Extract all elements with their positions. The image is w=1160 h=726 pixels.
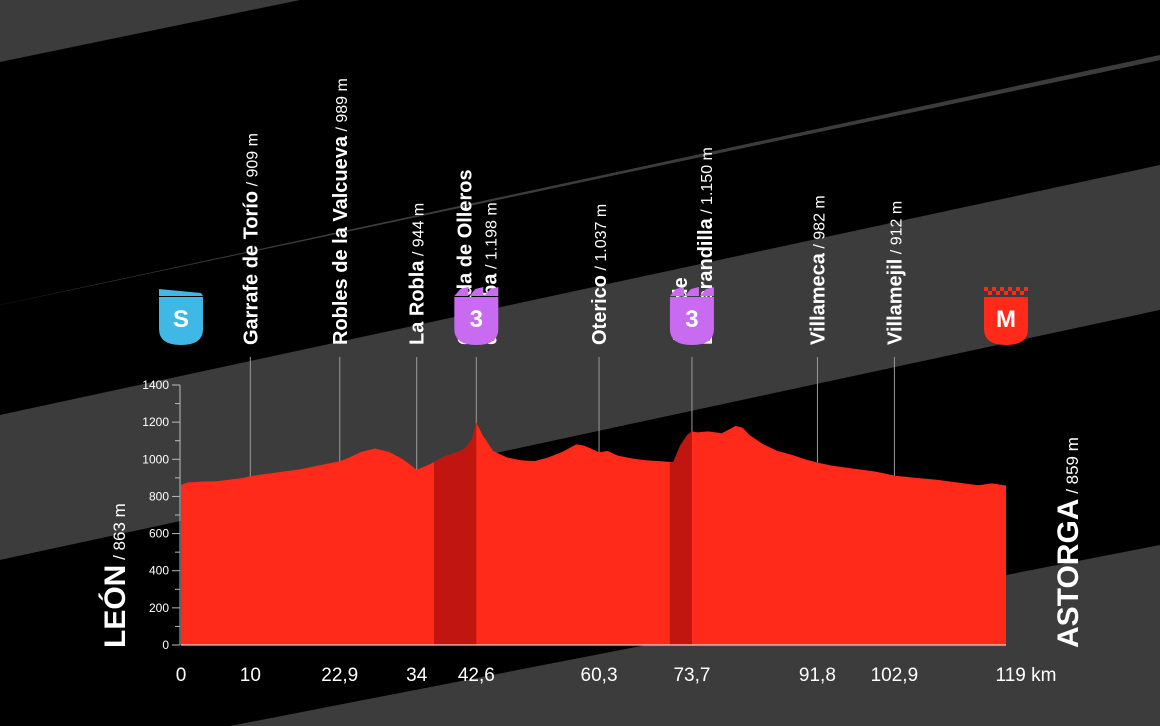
- y-axis: 0 200 400 600 800 1000 1200 1400: [142, 378, 181, 652]
- y-tick-label: 400: [149, 564, 169, 578]
- climb-shade: [434, 422, 477, 645]
- y-tick-label: 600: [149, 527, 169, 541]
- start-name: LEÓN: [98, 565, 132, 648]
- start-altitude: / 863 m: [110, 503, 129, 564]
- badge-checker: [1004, 291, 1008, 295]
- waypoint-label: Villameca / 982 m: [807, 195, 829, 345]
- badge-label: 3: [470, 306, 483, 333]
- x-tick-label: 60,3: [581, 665, 618, 686]
- y-tick-label: 1000: [142, 452, 169, 466]
- badge-peak: [469, 287, 484, 296]
- climb-shade: [669, 422, 692, 645]
- climb-badge: 3: [669, 287, 714, 345]
- y-tick-label: 800: [149, 489, 169, 503]
- x-axis-labels: 0 10 22,9 34 42,6 60,3 73,7 91,8 102,9 119 km: [176, 665, 1057, 686]
- endpoint-labels: LEÓN / 863 m ASTORGA / 859 m: [98, 437, 1085, 648]
- waypoint-name: Villamejil: [884, 259, 906, 345]
- waypoint-label: La Robla / 944 m: [407, 203, 429, 345]
- waypoint-altitude: / 944 m: [411, 203, 428, 261]
- start-badge: S: [159, 289, 203, 345]
- profile-area: [181, 422, 1006, 645]
- badge-checker: [984, 287, 988, 291]
- badge-checker: [1016, 287, 1020, 291]
- waypoint-text: Villameca / 982 m: [807, 195, 829, 345]
- waypoint-label: Oterico / 1.037 m: [589, 204, 611, 345]
- finish-name: ASTORGA: [1052, 499, 1085, 648]
- badge-checker: [1020, 291, 1024, 295]
- climb-shades: [434, 422, 692, 645]
- x-tick-label: 73,7: [673, 665, 710, 686]
- badge-peak: [699, 287, 714, 296]
- badge-shield: [669, 297, 714, 345]
- y-tick-label: 1400: [142, 378, 169, 392]
- bg-band-black-top: [0, 0, 1160, 305]
- waypoint-name: Robles de la Valcueva: [330, 135, 352, 345]
- waypoint-text: Villamejil / 912 m: [884, 201, 906, 345]
- badge-peak: [669, 287, 684, 296]
- x-tick-label: 10: [240, 665, 261, 686]
- badge-checker: [996, 291, 1000, 295]
- x-tick-label: 42,6: [458, 665, 495, 686]
- waypoint-label: Garrafe de Torío / 909 m: [240, 133, 262, 345]
- badge-shield: [454, 297, 499, 345]
- badge-checker: [1008, 287, 1012, 291]
- badge-checker: [1024, 287, 1028, 291]
- bg-band-black: [0, 60, 1160, 415]
- bg-band-lower: [0, 165, 1160, 560]
- x-tick-label: 0: [176, 665, 187, 686]
- waypoint-text: La Robla / 944 m: [407, 203, 429, 345]
- waypoint-altitude: / 982 m: [811, 195, 828, 253]
- waypoint-name: Oterico: [589, 275, 611, 345]
- badge-checker: [1012, 291, 1016, 295]
- badge-shield: [984, 297, 1028, 345]
- waypoint-label: Villamejil / 912 m: [884, 201, 906, 345]
- waypoint-text: Garrafe de Torío / 909 m: [240, 133, 262, 345]
- waypoint-altitude: / 1.037 m: [593, 204, 610, 275]
- x-tick-label: 91,8: [799, 665, 836, 686]
- elevation-profile: [181, 422, 1006, 646]
- badge-peak: [684, 287, 699, 296]
- badge-checker: [988, 291, 992, 295]
- badge-checker: [992, 287, 996, 291]
- waypoint-text: Robles de la Valcueva / 989 m: [330, 78, 352, 345]
- badge-peak: [454, 287, 469, 296]
- badge-label: S: [173, 306, 189, 333]
- y-tick-label: 1200: [142, 415, 169, 429]
- waypoint-altitude: / 1.198 m: [483, 202, 500, 273]
- climb-badge: 3: [454, 287, 499, 345]
- waypoint-altitude: / 989 m: [334, 78, 351, 136]
- badges: S 3 3 M: [159, 287, 1028, 345]
- x-tick-label: 102,9: [871, 665, 919, 686]
- badge-label: 3: [685, 306, 698, 333]
- waypoint-name: Villameca: [807, 252, 829, 345]
- waypoint-name: Garrafe de Torío: [240, 191, 262, 345]
- x-tick-label: 34: [406, 665, 428, 686]
- badge-flag: [159, 289, 203, 296]
- start-label: LEÓN / 863 m: [98, 503, 132, 648]
- waypoint-text: Oterico / 1.037 m: [589, 204, 611, 345]
- y-tick-label: 200: [149, 601, 169, 615]
- waypoint-altitude: / 912 m: [888, 201, 905, 259]
- waypoint-altitude: / 1.150 m: [699, 147, 716, 218]
- badge-peak: [484, 287, 499, 296]
- waypoint-label: Robles de la Valcueva / 989 m: [330, 78, 352, 345]
- badge-checker: [1000, 287, 1004, 291]
- x-tick-label: 119 km: [996, 665, 1057, 686]
- waypoint-altitude: / 909 m: [244, 133, 261, 191]
- y-tick-label: 0: [162, 638, 169, 652]
- badge-label: M: [996, 306, 1016, 333]
- finish-badge: M: [984, 287, 1028, 345]
- badge-shield: [159, 297, 203, 345]
- waypoint-name: La Robla: [407, 260, 429, 345]
- finish-altitude: / 859 m: [1063, 437, 1082, 498]
- x-tick-label: 22,9: [321, 665, 358, 686]
- finish-label: ASTORGA / 859 m: [1052, 437, 1085, 648]
